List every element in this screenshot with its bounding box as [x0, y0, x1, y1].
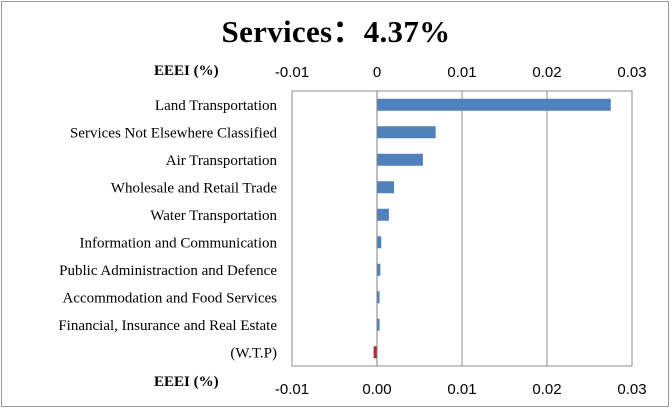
top-axis-title: EEEI (%): [154, 63, 219, 79]
bar: [377, 181, 394, 194]
top-tick-label: 0.02: [532, 64, 561, 81]
category-label: Public Administraction and Defence: [59, 263, 277, 279]
top-tick-label: 0.01: [447, 64, 476, 81]
category-label: Land Transportation: [155, 98, 278, 114]
bottom-tick-label: -0.01: [275, 381, 309, 398]
category-label: Accommodation and Food Services: [62, 290, 277, 306]
bar: [377, 318, 380, 331]
bar: [377, 153, 423, 166]
bottom-tick-label: 0.01: [447, 381, 476, 398]
top-tick-label: 0: [373, 64, 381, 81]
category-label: Services Not Elsewhere Classified: [70, 125, 278, 141]
bar: [373, 346, 377, 359]
bottom-tick-label: 0.02: [532, 381, 561, 398]
top-tick-label: -0.01: [275, 64, 309, 81]
top-tick-label: 0.03: [617, 64, 646, 81]
category-label: (W.T.P): [230, 345, 277, 361]
bar: [377, 236, 382, 249]
bar: [377, 208, 389, 221]
bar: [377, 126, 436, 139]
category-label: Information and Communication: [80, 235, 278, 251]
bar: [377, 291, 380, 304]
bottom-axis-title: EEEI (%): [154, 374, 219, 390]
bottom-tick-label: 0.03: [617, 381, 646, 398]
category-label: Financial, Insurance and Real Estate: [58, 318, 277, 334]
category-label: Wholesale and Retail Trade: [111, 180, 278, 196]
bottom-tick-label: 0.00: [362, 381, 391, 398]
bar: [377, 263, 381, 276]
category-label: Water Transportation: [150, 208, 277, 224]
chart-title: Services：4.37%: [221, 14, 451, 49]
bar: [377, 98, 611, 111]
category-label: Air Transportation: [166, 153, 278, 169]
